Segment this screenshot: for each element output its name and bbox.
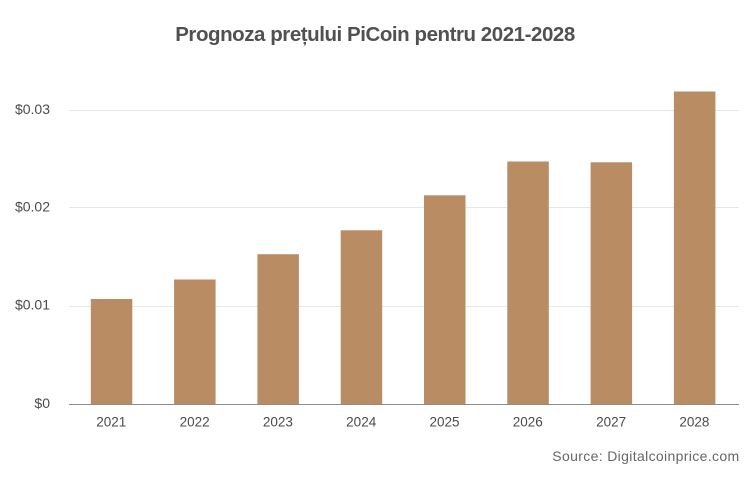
- svg-text:Prognoza prețului PiCoin pentr: Prognoza prețului PiCoin pentru 2021-202…: [175, 23, 575, 46]
- svg-text:2022: 2022: [180, 415, 210, 430]
- svg-text:Source: Digitalcoinprice.com: Source: Digitalcoinprice.com: [552, 448, 739, 464]
- svg-text:2027: 2027: [596, 415, 626, 430]
- svg-text:$0.02: $0.02: [15, 199, 50, 215]
- svg-text:2025: 2025: [429, 415, 459, 430]
- svg-text:$0.01: $0.01: [15, 297, 50, 313]
- svg-text:2021: 2021: [96, 415, 126, 430]
- svg-text:2026: 2026: [513, 415, 543, 430]
- svg-text:$0.03: $0.03: [15, 101, 50, 117]
- svg-text:$0: $0: [34, 395, 50, 411]
- svg-text:2028: 2028: [679, 415, 709, 430]
- svg-text:2023: 2023: [263, 415, 293, 430]
- svg-text:2024: 2024: [346, 415, 377, 430]
